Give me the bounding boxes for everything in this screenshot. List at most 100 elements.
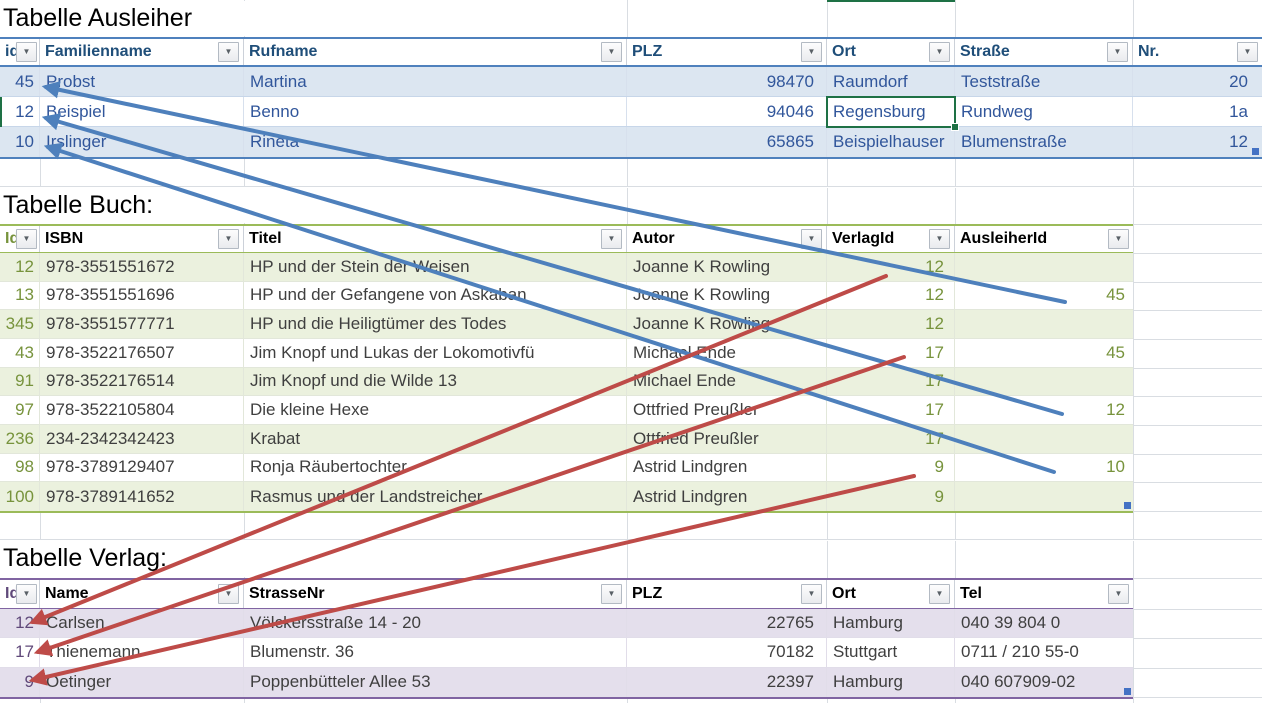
cell[interactable]: Beispiel — [40, 97, 244, 126]
cell[interactable]: 13 — [0, 281, 40, 310]
cell[interactable]: 040 39 804 0 — [961, 613, 1061, 633]
filter-dropdown-button[interactable]: ▼ — [929, 584, 950, 604]
filter-dropdown-button[interactable]: ▼ — [1237, 42, 1258, 62]
cell[interactable]: 1a — [1229, 101, 1248, 121]
cell[interactable] — [955, 368, 1133, 396]
cell[interactable]: HP und die Heiligtümer des Todes — [244, 310, 627, 338]
cell[interactable]: Raumdorf — [827, 67, 955, 96]
column-header-isbn[interactable]: ISBN ▼ — [40, 226, 244, 252]
filter-dropdown-button[interactable]: ▼ — [1108, 229, 1129, 249]
cell[interactable]: 236 — [0, 425, 40, 453]
column-header-ort[interactable]: Ort ▼ — [827, 39, 955, 65]
cell[interactable]: Blumenstraße — [955, 127, 1133, 157]
cell[interactable]: Oetinger — [40, 667, 244, 697]
filter-dropdown-button[interactable]: ▼ — [1108, 584, 1129, 604]
cell[interactable] — [955, 310, 1133, 338]
column-header-plz[interactable]: PLZ ▼ — [627, 39, 827, 65]
cell[interactable]: Hamburg — [827, 667, 955, 697]
cell[interactable]: Carlsen — [40, 609, 244, 638]
filter-dropdown-button[interactable]: ▼ — [601, 42, 622, 62]
cell[interactable]: Teststraße — [955, 67, 1133, 96]
filter-dropdown-button[interactable]: ▼ — [801, 229, 822, 249]
cell[interactable]: Krabat — [244, 425, 627, 453]
column-header-id[interactable]: Id ▼ — [0, 226, 40, 252]
column-header-autor[interactable]: Autor ▼ — [627, 226, 827, 252]
cell[interactable]: HP und der Stein der Weisen — [244, 253, 627, 281]
cell[interactable]: 98470 — [627, 67, 827, 96]
table-resize-handle[interactable] — [1124, 688, 1131, 695]
cell[interactable]: Joanne K Rowling — [627, 253, 827, 281]
cell[interactable]: Astrid Lindgren — [627, 482, 827, 511]
cell[interactable]: 12 — [1106, 400, 1125, 420]
cell[interactable]: 978-3551551696 — [40, 281, 244, 310]
cell[interactable]: 17 — [827, 396, 955, 424]
cell[interactable]: Ottfried Preußler — [627, 425, 827, 453]
cell[interactable]: Völckersstraße 14 - 20 — [244, 609, 627, 638]
cell[interactable]: 45 — [0, 67, 40, 96]
table-resize-handle[interactable] — [1252, 148, 1259, 155]
cell[interactable]: Blumenstr. 36 — [244, 638, 627, 667]
column-header-strassenr[interactable]: StrasseNr ▼ — [244, 580, 627, 608]
column-header-verlagid[interactable]: VerlagId ▼ — [827, 226, 955, 252]
filter-dropdown-button[interactable]: ▼ — [929, 229, 950, 249]
cell[interactable]: Rundweg — [955, 97, 1133, 126]
cell[interactable]: Benno — [244, 97, 627, 126]
cell[interactable]: 234-2342342423 — [40, 425, 244, 453]
column-header-nr[interactable]: Nr. ▼ — [1133, 39, 1262, 65]
cell[interactable]: Ottfried Preußler — [627, 396, 827, 424]
cell[interactable]: 43 — [0, 339, 40, 367]
cell[interactable]: 17 — [827, 339, 955, 367]
cell[interactable]: 22397 — [627, 667, 827, 697]
column-header-titel[interactable]: Titel ▼ — [244, 226, 627, 252]
cell[interactable]: Stuttgart — [827, 638, 955, 667]
cell[interactable] — [955, 253, 1133, 281]
cell[interactable]: 978-3789129407 — [40, 453, 244, 482]
cell[interactable]: Rasmus und der Landstreicher — [244, 482, 627, 511]
filter-dropdown-button[interactable]: ▼ — [16, 584, 37, 604]
cell[interactable]: Die kleine Hexe — [244, 396, 627, 424]
cell[interactable]: 0711 / 210 55-0 — [961, 642, 1079, 662]
cell[interactable]: 12 — [827, 253, 955, 281]
column-header-ausleiherid[interactable]: AusleiherId ▼ — [955, 226, 1133, 252]
cell[interactable]: 17 — [827, 367, 955, 396]
column-header-ort[interactable]: Ort ▼ — [827, 580, 955, 608]
column-header-strae[interactable]: Straße ▼ — [955, 39, 1133, 65]
cell[interactable]: 978-3789141652 — [40, 482, 244, 511]
filter-dropdown-button[interactable]: ▼ — [601, 229, 622, 249]
cell[interactable]: 100 — [0, 482, 40, 511]
column-header-tel[interactable]: Tel ▼ — [955, 580, 1133, 608]
cell[interactable]: 12 — [827, 281, 955, 310]
filter-dropdown-button[interactable]: ▼ — [929, 42, 950, 62]
column-header-id[interactable]: Id ▼ — [0, 580, 40, 608]
cell[interactable]: 10 — [1106, 457, 1125, 477]
cell[interactable]: Jim Knopf und Lukas der Lokomotivfü — [244, 339, 627, 367]
cell[interactable]: Poppenbütteler Allee 53 — [244, 667, 627, 697]
cell[interactable]: 10 — [0, 127, 40, 157]
column-header-familienname[interactable]: Familienname ▼ — [40, 39, 244, 65]
cell[interactable]: Ronja Räubertochter — [244, 453, 627, 482]
cell[interactable]: 040 607909-02 — [961, 672, 1076, 692]
cell[interactable]: Joanne K Rowling — [627, 310, 827, 338]
filter-dropdown-button[interactable]: ▼ — [218, 42, 239, 62]
cell[interactable]: Jim Knopf und die Wilde 13 — [244, 367, 627, 396]
cell[interactable]: 978-3522176514 — [40, 367, 244, 396]
cell[interactable]: 97 — [0, 396, 40, 424]
cell[interactable]: 9 — [827, 482, 955, 511]
cell[interactable]: Astrid Lindgren — [627, 453, 827, 482]
cell[interactable]: 9 — [0, 667, 40, 697]
cell[interactable]: 45 — [1106, 342, 1125, 362]
cell[interactable]: 17 — [827, 425, 955, 453]
cell[interactable]: 70182 — [627, 638, 827, 667]
cell[interactable]: 17 — [0, 638, 40, 667]
cell[interactable]: 978-3551577771 — [40, 310, 244, 338]
cell[interactable]: Hamburg — [827, 609, 955, 638]
filter-dropdown-button[interactable]: ▼ — [801, 42, 822, 62]
cell[interactable]: 91 — [0, 367, 40, 396]
cell[interactable]: 98 — [0, 453, 40, 482]
cell[interactable]: 345 — [0, 310, 40, 338]
cell[interactable]: 94046 — [627, 97, 827, 126]
cell[interactable]: 12 — [0, 609, 40, 638]
cell[interactable]: 978-3522176507 — [40, 339, 244, 367]
cell[interactable]: Thienemann — [40, 638, 244, 667]
cell[interactable] — [955, 425, 1133, 453]
